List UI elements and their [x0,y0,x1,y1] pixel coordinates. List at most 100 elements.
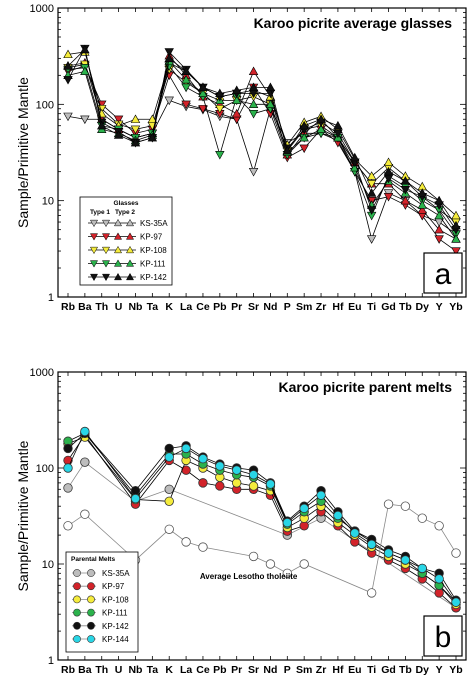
data-point [198,453,208,464]
data-point [248,99,259,108]
x-tick-label: U [115,664,123,676]
y-tick-label: 100 [36,463,54,475]
annotation-lesotho-tholeiite: Average Lesotho tholeiite [200,572,298,581]
legend-label: KP-111 [140,260,166,269]
data-point [80,509,90,519]
x-tick-label: La [180,664,192,676]
legend-marker [101,246,111,255]
legend-marker [113,245,123,254]
plot-frame [57,7,467,298]
data-point [248,481,259,491]
x-tick-label: Ba [78,664,92,676]
data-point [366,171,377,180]
x-tick-label: Pb [213,301,226,313]
data-point [113,130,124,139]
panel-label-box [423,252,463,294]
data-point [434,521,444,531]
legend-label: KP-108 [102,595,129,604]
data-point [383,193,394,202]
legend-title: Parental Melts [71,556,115,563]
x-tick-label: Nb [128,301,142,313]
legend-marker [87,635,95,643]
data-point [333,510,343,521]
series-line [67,503,457,594]
x-tick-label: Zr [316,664,327,676]
data-point [299,120,309,130]
data-point [164,53,174,63]
legend-label: KS-35A [140,219,168,228]
data-point [248,470,259,480]
data-point [316,124,326,134]
x-tick-label: Zr [316,301,327,313]
legend-marker [125,218,135,227]
legend-label: KP-144 [102,635,129,644]
data-point [299,132,309,142]
data-point [97,120,107,130]
legend-marker [89,246,99,255]
legend-marker [73,595,81,604]
legend-marker [89,273,99,282]
data-point [451,548,461,558]
data-point [434,235,444,244]
legend-marker [87,621,95,630]
x-tick-label: Dy [416,301,430,313]
data-point [215,105,225,114]
data-point [231,478,242,488]
x-tick-label: Pb [213,664,226,676]
x-tick-label: Ba [78,301,92,313]
x-tick-label: Pr [231,664,242,676]
legend-marker [125,272,135,281]
x-tick-label: K [165,664,173,676]
x-tick-label: Tb [399,301,412,313]
legend-marker [101,273,111,282]
legend-marker [73,608,81,617]
data-point [400,176,411,185]
legend-marker [73,621,81,630]
x-tick-label: Yb [449,301,462,313]
chart-title: Karoo picrite average glasses [254,15,453,31]
data-point [164,484,174,494]
y-tick-label: 10 [42,559,54,571]
legend-subtitle: Type 1 [90,209,110,216]
data-point [350,528,360,538]
data-point [383,499,394,509]
data-point [434,574,444,584]
x-tick-label: Ce [196,301,210,313]
chart-panel-a: 1 10 100 1000 Rb Ba Th U Nb Ta K La Ce Pb Pr Sr Nd P Sm Zr H… [15,3,467,313]
data-point [80,115,90,125]
data-point [80,44,90,54]
data-point [434,195,444,205]
data-point [63,61,73,70]
data-point [63,112,73,122]
x-tick-label: Ti [367,301,376,313]
data-point [366,539,377,550]
data-point [316,114,326,123]
x-tick-label: Sr [248,301,259,313]
x-tick-label: Rb [61,301,75,313]
x-tick-label: Ta [147,301,159,313]
data-point [451,220,461,230]
legend-marker [73,569,81,577]
data-point [383,166,394,176]
legend-label: KP-97 [102,582,125,591]
data-point [198,542,208,552]
data-point [231,465,242,475]
legend-marker [113,218,123,227]
x-tick-label: Y [436,664,443,676]
x-tick-label: Tb [399,664,412,676]
data-point [130,125,141,135]
legend-subtitle: Type 2 [115,209,135,216]
x-tick-label: Th [95,664,108,676]
data-point [265,89,276,99]
data-point [63,521,73,531]
data-point [80,426,90,437]
data-point [181,537,191,547]
data-point [164,524,174,534]
data-point [265,479,276,489]
x-tick-label: Hf [332,664,344,676]
y-tick-label: 1000 [30,3,54,15]
data-point [417,205,427,214]
legend-marker [87,608,95,617]
x-tick-label: U [115,301,123,313]
data-point [231,95,242,105]
